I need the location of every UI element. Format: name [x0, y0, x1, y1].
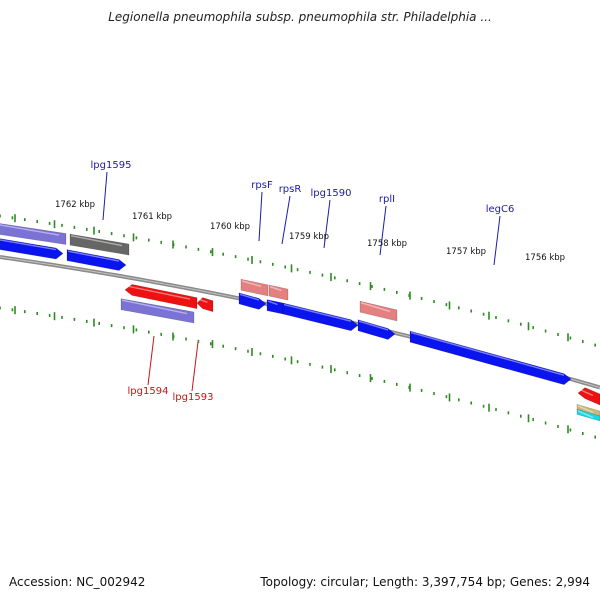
gene-label-top: lpg1595	[91, 160, 132, 171]
cds-lpg1594-upstream-highlight	[67, 250, 120, 262]
gene-downstream-cyan	[576, 408, 600, 422]
gene-label-top: rpsR	[279, 184, 302, 195]
leader-layer	[102, 171, 501, 392]
leader-line-bottom	[147, 335, 155, 386]
gene-lpg1595-neighbor-highlight	[70, 234, 123, 247]
gene-rpsF-highlight	[241, 280, 262, 288]
kbp-tick-label: 1761 kbp	[132, 212, 172, 222]
gene-downstream-tan-highlight	[577, 405, 594, 414]
cds-lpg1593	[196, 297, 214, 313]
cds-rpsF-highlight	[239, 293, 260, 301]
gene-lpg1595-highlight	[0, 224, 60, 236]
leader-line-top	[493, 215, 501, 266]
gene-downstream-tan	[576, 403, 600, 417]
gene-lpg1595-neighbor	[69, 233, 130, 256]
cds-lpg1595-highlight	[0, 239, 57, 251]
gene-rpsF	[240, 278, 269, 297]
leader-line-top	[379, 205, 387, 256]
cds-lpg1594	[124, 284, 198, 309]
gene-rplI	[359, 300, 398, 322]
cds-rplI-highlight	[358, 320, 389, 331]
gene-label-bottom: lpg1593	[173, 392, 214, 403]
cds-downstream-highlight	[578, 388, 594, 397]
gene-label-top: rplI	[379, 194, 395, 205]
leader-line-bottom	[191, 341, 199, 392]
gene-lpg1595	[0, 223, 67, 245]
kbp-tick-label: 1757 kbp	[446, 247, 486, 257]
leader-line-top	[258, 191, 263, 242]
cds-lpg1594-highlight	[125, 285, 191, 300]
leader-line-top	[323, 199, 331, 249]
topology-summary: Topology: circular; Length: 3,397,754 bp…	[260, 575, 590, 589]
kbp-tick-label: 1762 kbp	[55, 200, 95, 210]
cds-lpg1595	[0, 238, 64, 260]
kbp-tick-label: 1759 kbp	[289, 232, 329, 242]
map-title: Legionella pneumophila subsp. pneumophil…	[108, 10, 492, 24]
leader-line-top	[281, 195, 291, 245]
cds-lpg1594-upstream	[66, 249, 127, 271]
cds-lpg1590-highlight	[283, 303, 352, 322]
cds-legC6	[409, 330, 572, 385]
cds-rplI	[357, 319, 396, 340]
cds-rpsF	[238, 292, 267, 310]
gene-lpg1594-highlight	[121, 299, 188, 315]
cds-legC6-highlight	[410, 331, 565, 376]
cds-lpg1593-highlight	[197, 298, 208, 303]
footer: Accession: NC_002942 Topology: circular;…	[0, 575, 600, 593]
feature-layer	[0, 223, 600, 422]
gene-label-top: rpsF	[251, 180, 273, 191]
gene-rpsR-highlight	[269, 285, 282, 292]
leader-line-top	[102, 171, 108, 221]
gene-label-top: legC6	[486, 204, 515, 215]
gene-downstream-cyan-highlight	[577, 410, 594, 419]
kbp-tick-label: 1758 kbp	[367, 239, 407, 249]
accession-text: Accession: NC_002942	[9, 575, 146, 589]
label-layer: 1762 kbp 1761 kbp 1760 kbp 1759 kbp 1758 kbp…	[55, 160, 565, 403]
gene-label-bottom: lpg1594	[128, 386, 169, 397]
kbp-tick-label: 1756 kbp	[525, 253, 565, 263]
cds-rpsR-highlight	[267, 300, 278, 306]
cds-lpg1590	[282, 302, 359, 332]
gene-rplI-highlight	[360, 302, 391, 313]
cds-downstream	[577, 387, 600, 406]
tick-layer	[0, 214, 597, 439]
gene-rpsR	[268, 284, 289, 301]
kbp-tick-label: 1760 kbp	[210, 222, 250, 232]
gene-lpg1594	[120, 298, 195, 324]
gene-label-top: lpg1590	[311, 188, 352, 199]
